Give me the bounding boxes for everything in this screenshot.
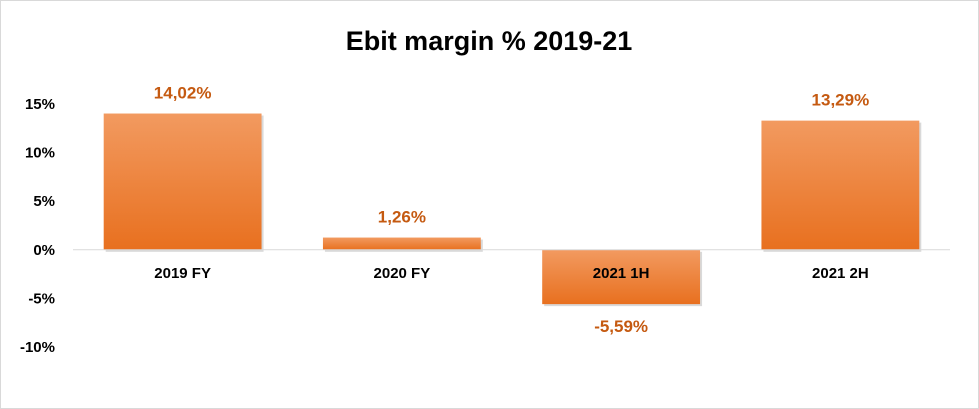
- bar: [103, 113, 262, 250]
- y-tick-label: -10%: [20, 339, 55, 356]
- data-label: 14,02%: [154, 84, 212, 103]
- data-label: 13,29%: [812, 91, 870, 110]
- data-label: -5,59%: [594, 317, 648, 336]
- x-tick-label: 2020 FY: [374, 265, 431, 282]
- data-labels: 14,02% 1,26% -5,59% 13,29%: [154, 84, 869, 337]
- y-tick-label: 10%: [25, 145, 55, 162]
- y-tick-label: 5%: [33, 193, 55, 210]
- x-tick-label: 2019 FY: [154, 265, 211, 282]
- x-axis: 2019 FY 2020 FY 2021 1H 2021 2H: [154, 265, 868, 282]
- x-tick-label: 2021 1H: [593, 265, 650, 282]
- y-axis: 15% 10% 5% 0% -5% -10%: [20, 96, 55, 356]
- y-tick-label: 0%: [33, 242, 55, 259]
- bar: [761, 120, 920, 250]
- x-tick-label: 2021 2H: [812, 265, 869, 282]
- data-label: 1,26%: [378, 208, 426, 227]
- y-tick-label: -5%: [28, 290, 55, 307]
- chart-title: Ebit margin % 2019-21: [346, 26, 633, 56]
- bar: [322, 237, 481, 250]
- bars: [103, 113, 922, 307]
- bar: [542, 249, 701, 305]
- y-tick-label: 15%: [25, 96, 55, 113]
